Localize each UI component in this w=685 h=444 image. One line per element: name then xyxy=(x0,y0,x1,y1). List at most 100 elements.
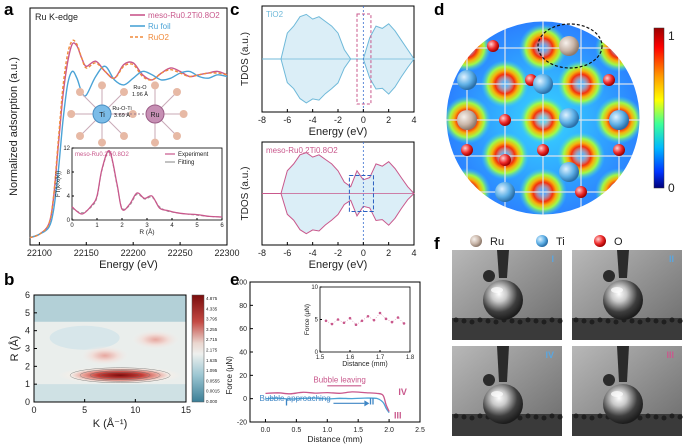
photo-texture xyxy=(453,413,459,419)
panel-a-inset-xlabel: R (Å) xyxy=(139,227,154,236)
panel-b-colorbar-label: 0.000 xyxy=(206,399,218,404)
panel-a-inset-title: meso-Ru0.2Ti0.8O2 xyxy=(75,152,129,158)
photo-texture xyxy=(637,415,643,421)
photo-texture xyxy=(629,318,635,324)
photo-label-III: III xyxy=(666,350,674,360)
panel-a-inset-exp xyxy=(71,150,223,218)
photo-texture xyxy=(517,415,523,421)
panel-a-legend-label: meso-Ru0.2Ti0.8O2 xyxy=(148,11,220,20)
panel-c-top-xtick-label: -4 xyxy=(309,115,317,125)
panel-d-ru-atom xyxy=(457,182,477,202)
panel-d-highlight xyxy=(537,23,603,69)
panel-b-contour-line xyxy=(69,367,171,383)
panel-b-colorbar-label: 3.795 xyxy=(206,317,218,322)
photo-texture xyxy=(549,317,555,323)
photo-needle-tip xyxy=(603,270,615,282)
photo-texture xyxy=(597,317,603,323)
panel-a-inset-xtick-label: 2 xyxy=(120,223,124,229)
panel-d-legend-ti xyxy=(536,235,548,247)
schematic-ru-o-ti-label: Ru-O-Ti xyxy=(112,106,131,112)
panel-e-inset-point xyxy=(348,316,352,320)
photo-II: II xyxy=(572,250,683,340)
photo-texture xyxy=(461,414,467,420)
photo-texture xyxy=(477,413,483,419)
panel-e-xtick-label: 2.0 xyxy=(384,427,394,434)
panel-e-inset-xtick-label: 1.7 xyxy=(376,355,385,361)
photo-texture xyxy=(613,319,619,325)
schematic-atom xyxy=(151,138,159,147)
panel-c-bottom-title: meso-Ru0.2Ti0.8O2 xyxy=(266,146,338,155)
panel-b-colorbar-label: 3.255 xyxy=(206,327,218,332)
panel-d-ti-atom xyxy=(495,182,515,202)
panel-b-colorbar-label: 2.715 xyxy=(206,337,218,342)
panel-c-bottom-xtick-label: 4 xyxy=(411,248,416,258)
panel-a-inset-ytick-label: 8 xyxy=(67,170,71,176)
panel-b-contour-line xyxy=(79,369,161,382)
photo-texture xyxy=(669,413,675,419)
panel-b-colorbar xyxy=(191,294,205,403)
panel-d-o-atom xyxy=(614,40,626,52)
panel-c-top-xtick-label: 0 xyxy=(361,115,366,125)
panel-a-series-1 xyxy=(29,65,228,239)
photo-texture xyxy=(493,319,499,325)
panel-b-contour xyxy=(49,325,120,350)
panel-d-ti-atom xyxy=(457,70,477,90)
photo-highlight xyxy=(491,391,503,397)
panel-a-title: Ru K-edge xyxy=(35,12,78,22)
photo-texture xyxy=(469,415,475,421)
panel-e-xtick-label: 2.5 xyxy=(415,427,425,434)
photo-texture xyxy=(669,317,675,323)
panel-d-colorbar xyxy=(653,27,665,189)
panel-label-b: b xyxy=(4,270,15,289)
photo-bubble xyxy=(483,384,523,424)
schematic-atom xyxy=(173,132,181,140)
panel-e-inset-point xyxy=(360,319,364,323)
schematic-ti-label: Ti xyxy=(99,112,105,119)
schematic-ru-label: Ru xyxy=(151,112,160,119)
panel-label-e: e xyxy=(230,270,240,289)
photo-texture xyxy=(573,317,579,323)
panel-e-arrowhead xyxy=(364,400,370,407)
panel-e-ylabel: Force (μN) xyxy=(225,356,234,395)
panel-e-marker-II: II xyxy=(369,397,374,407)
panel-b-colorbar-label: 0.0015 xyxy=(206,389,220,394)
schematic-atom xyxy=(151,81,159,90)
panel-b-contour-line xyxy=(99,372,141,379)
panel-a-xlabel: Energy (eV) xyxy=(99,259,158,271)
panel-e-inset-point xyxy=(402,322,406,325)
panel-a-inset-frame xyxy=(71,147,223,221)
panel-e-inset-xtick-label: 1.8 xyxy=(406,355,415,361)
panel-a-legend-label: Ru foil xyxy=(148,22,171,31)
photo-I: I xyxy=(452,250,563,340)
panel-d-colorbar-max: 1 xyxy=(668,29,675,43)
panel-d-ru-atom xyxy=(457,110,477,130)
photo-texture xyxy=(597,413,603,419)
panel-e-inset-ytick-label: 10 xyxy=(311,285,318,291)
panel-b-band xyxy=(34,295,186,322)
panel-e-ytick-label: 20 xyxy=(239,373,247,380)
panel-d-ti-atom xyxy=(533,74,553,94)
panel-b-colorbar-label: 1.095 xyxy=(206,368,218,373)
panel-c-bottom-xtick-label: 0 xyxy=(361,248,366,258)
photo-texture xyxy=(477,317,483,323)
photo-texture xyxy=(581,318,587,324)
photo-texture xyxy=(469,319,475,325)
schematic-atom xyxy=(120,88,128,96)
panel-c-bottom-xlabel: Energy (eV) xyxy=(309,259,368,271)
panel-e-inset-point xyxy=(336,318,340,321)
photo-texture xyxy=(509,318,515,324)
panel-e-xtick-label: 0.5 xyxy=(291,427,301,434)
panel-a-inset-ytick-label: 0 xyxy=(67,218,71,224)
schematic-atom xyxy=(179,110,188,118)
panel-b-xtick-label: 10 xyxy=(130,405,140,415)
panel-e-inset-ytick-label: 5 xyxy=(315,318,319,324)
photo-texture xyxy=(677,414,683,420)
schematic-atom xyxy=(98,81,106,90)
panel-a-inset-xtick-label: 6 xyxy=(220,223,224,229)
panel-e-inset-point xyxy=(366,314,370,318)
panel-e-series-0 xyxy=(265,397,390,414)
panel-d-outline xyxy=(445,20,641,216)
panel-d-o-atom xyxy=(499,154,511,166)
panel-d-o-atom xyxy=(499,114,511,126)
